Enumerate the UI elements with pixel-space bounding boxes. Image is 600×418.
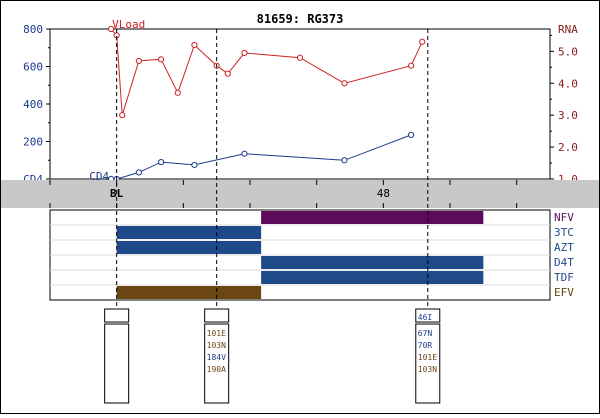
data-point-cd4 — [135, 169, 142, 176]
genotype-top-box — [104, 308, 130, 323]
data-point-vload — [191, 41, 198, 49]
mutation-label: 101E — [418, 353, 437, 362]
drug-bar-tdf — [261, 271, 484, 284]
mutation-label: 190A — [207, 365, 226, 374]
time-band-bg — [1, 180, 599, 208]
genotype-bottom-box — [415, 323, 441, 404]
time-markers — [116, 29, 429, 309]
genotype-bottom-box — [204, 323, 230, 404]
mutation-label: 46I — [418, 313, 433, 322]
data-point-cd4 — [191, 161, 198, 169]
drug-bar-3tc — [116, 226, 262, 239]
right-tick-label: 3.0 — [558, 109, 578, 122]
right-tick-label: 4.0 — [558, 77, 578, 90]
data-point-cd4 — [341, 157, 348, 164]
drug-label-nfv: NFV — [554, 211, 574, 224]
mutation-label: 101E — [207, 329, 226, 338]
right-tick-label: 2.0 — [558, 141, 578, 154]
mutation-label: 184V — [207, 353, 226, 362]
data-point-vload — [241, 49, 248, 57]
data-point-vload — [174, 89, 181, 96]
data-point-vload — [224, 70, 231, 77]
drug-label-efv: EFV — [554, 286, 574, 299]
genotype-top-box — [204, 308, 230, 323]
drug-label-3tc: 3TC — [554, 226, 574, 239]
right-tick-label: 5.0 — [558, 45, 578, 58]
left-tick-label: 400 — [23, 98, 43, 111]
data-point-vload — [135, 57, 142, 65]
mutation-label: 70R — [418, 341, 433, 350]
drug-label-d4t: D4T — [554, 256, 574, 269]
mutation-label: 67N — [418, 329, 433, 338]
drug-bar-d4t — [261, 256, 484, 269]
genotype-panel: 101E 103N 184V 190A 46I 67N 70R 101E 103N — [104, 308, 441, 404]
series-label-cd4: CD4 — [89, 170, 109, 183]
data-point-vload — [119, 112, 126, 119]
data-point-vload — [419, 38, 426, 45]
data-point-cd4 — [408, 131, 415, 139]
data-point-vload — [158, 56, 165, 63]
data-point-cd4 — [241, 150, 248, 157]
data-point-vload — [108, 25, 115, 33]
drug-label-azt: AZT — [554, 241, 574, 254]
drug-panel: NFV 3TC AZT D4T TDF EFV — [49, 209, 574, 301]
series-line-cd4 — [111, 134, 412, 180]
left-tick-label: 200 — [23, 136, 43, 149]
left-tick-label: 600 — [23, 61, 43, 74]
genotype-bottom-box — [104, 323, 130, 404]
data-point-vload — [296, 54, 304, 61]
drug-bar-azt — [116, 241, 262, 254]
drug-bar-nfv — [261, 211, 484, 224]
left-tick-label: 800 — [23, 23, 43, 36]
data-point-vload — [408, 62, 415, 69]
time-label-48: 48 — [377, 187, 390, 200]
chart-title: 81659: RG373 — [257, 12, 344, 26]
mutation-label: 103N — [207, 341, 226, 350]
time-band: BL 48 — [1, 180, 599, 208]
genotype-top-box — [415, 308, 441, 323]
drug-label-tdf: TDF — [554, 271, 574, 284]
series-line-vload — [110, 28, 423, 116]
mutation-label: 103N — [418, 365, 437, 374]
data-point-vload — [341, 80, 348, 87]
data-point-cd4 — [158, 159, 165, 166]
right-axis-unit: RNA — [558, 23, 578, 36]
drug-bar-efv — [116, 286, 262, 299]
series-label-vload: VLoad — [112, 18, 145, 31]
